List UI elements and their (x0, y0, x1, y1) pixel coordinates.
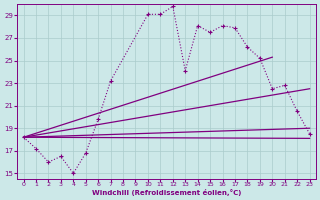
X-axis label: Windchill (Refroidissement éolien,°C): Windchill (Refroidissement éolien,°C) (92, 189, 241, 196)
